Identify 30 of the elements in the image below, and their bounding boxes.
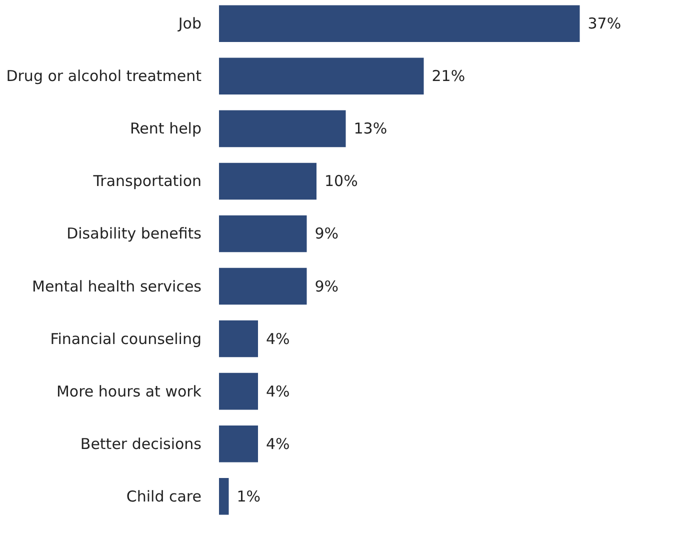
- bar: [219, 425, 258, 462]
- bar: [219, 215, 307, 252]
- y-tick-label: Better decisions: [80, 434, 202, 453]
- y-tick-label: Transportation: [92, 172, 202, 190]
- y-tick-label: Financial counseling: [50, 330, 202, 348]
- y-tick-label: Rent help: [130, 120, 202, 138]
- data-label: 9%: [314, 277, 339, 296]
- data-label: 9%: [314, 224, 339, 243]
- data-label: 21%: [432, 67, 466, 86]
- data-label: 1%: [236, 487, 261, 506]
- bar: [219, 5, 580, 42]
- y-tick-label: Mental health services: [32, 277, 202, 296]
- y-tick-label: Job: [177, 14, 202, 33]
- bar: [219, 110, 346, 148]
- data-label: 37%: [588, 14, 622, 33]
- data-label: 4%: [266, 330, 290, 348]
- y-tick-label: Child care: [126, 487, 202, 506]
- data-label: 13%: [354, 120, 388, 138]
- y-tick-label: Disability benefits: [66, 224, 202, 243]
- bar: [219, 320, 258, 358]
- bar: [219, 162, 316, 200]
- bar: [219, 58, 424, 95]
- bar: [219, 372, 258, 410]
- y-tick-label: More hours at work: [56, 382, 202, 400]
- data-label: 10%: [324, 172, 358, 190]
- y-tick-label: Drug or alcohol treatment: [6, 67, 202, 86]
- bar: [219, 268, 307, 305]
- data-label: 4%: [266, 382, 290, 400]
- data-label: 4%: [266, 434, 290, 453]
- bar: [219, 478, 229, 515]
